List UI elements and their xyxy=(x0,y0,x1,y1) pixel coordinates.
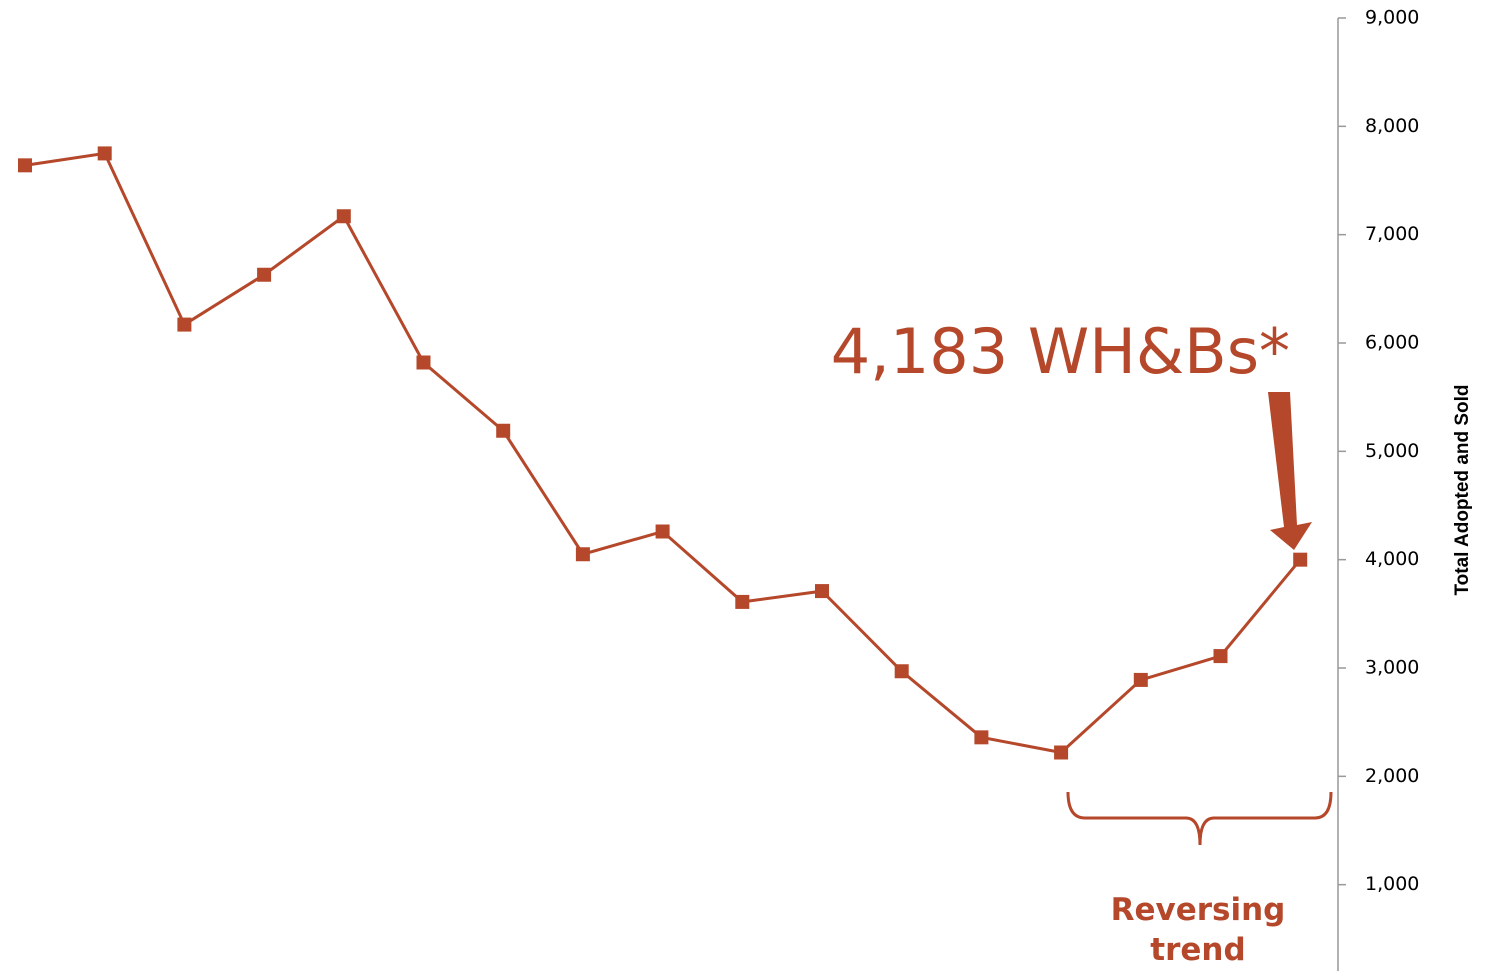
marker xyxy=(735,594,750,609)
y-tick-label: 8,000 xyxy=(1365,115,1419,137)
y-tick-label: 7,000 xyxy=(1365,223,1419,245)
y-axis-title: Total Adopted and Sold xyxy=(1452,384,1473,595)
marker xyxy=(177,317,192,332)
marker xyxy=(815,584,829,599)
marker xyxy=(894,664,909,679)
marker xyxy=(1133,672,1148,687)
arrow xyxy=(1268,392,1312,550)
marker xyxy=(1293,552,1308,567)
marker xyxy=(655,524,670,539)
marker xyxy=(257,267,272,282)
marker xyxy=(575,547,590,562)
marker xyxy=(1054,745,1069,760)
marker xyxy=(974,730,989,745)
marker xyxy=(18,158,32,173)
annotation: 4,183 WH&Bs* xyxy=(831,315,1290,388)
marker xyxy=(496,423,511,438)
marker xyxy=(416,355,431,370)
line xyxy=(24,151,1302,755)
y-tick-label: 9,000 xyxy=(1365,7,1419,29)
brace xyxy=(1066,791,1333,846)
y-tick-label: 1,000 xyxy=(1365,873,1419,895)
y-tick-label: 6,000 xyxy=(1365,332,1419,354)
marker xyxy=(1213,649,1228,664)
y-tick-label: 5,000 xyxy=(1365,440,1419,462)
y-tick-label: 2,000 xyxy=(1365,765,1419,787)
y-tick-label: 3,000 xyxy=(1365,657,1419,679)
marker xyxy=(97,146,112,161)
y-tick-label: 4,000 xyxy=(1365,548,1419,570)
marker xyxy=(336,209,351,224)
annotation: Reversing trend xyxy=(1110,892,1286,968)
